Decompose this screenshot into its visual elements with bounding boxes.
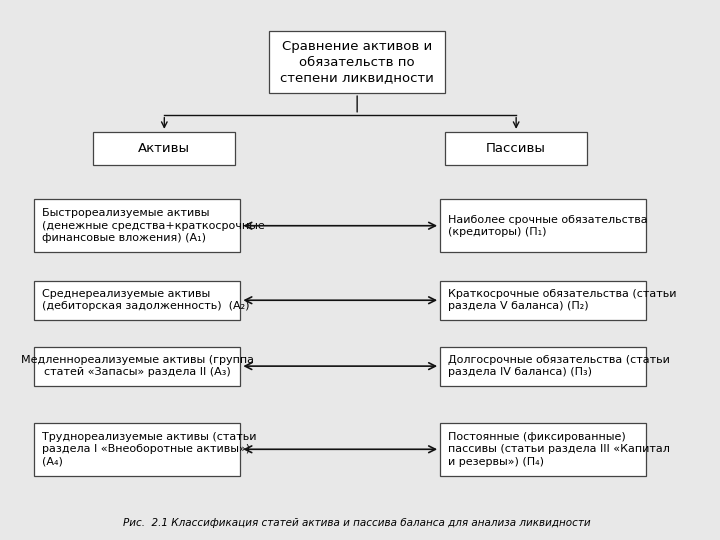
FancyBboxPatch shape (440, 281, 647, 320)
FancyBboxPatch shape (445, 132, 588, 165)
FancyBboxPatch shape (34, 423, 240, 476)
Text: Быстрореализуемые активы
(денежные средства+краткосрочные
финансовые вложения) (: Быстрореализуемые активы (денежные средс… (42, 208, 265, 243)
Text: Наиболее срочные обязательства
(кредиторы) (П₁): Наиболее срочные обязательства (кредитор… (448, 214, 648, 237)
FancyBboxPatch shape (94, 132, 235, 165)
Text: Постоянные (фиксированные)
пассивы (статьи раздела III «Капитал
и резервы») (П₄): Постоянные (фиксированные) пассивы (стат… (448, 432, 670, 467)
Text: Активы: Активы (138, 142, 190, 155)
FancyBboxPatch shape (440, 423, 647, 476)
FancyBboxPatch shape (440, 199, 647, 252)
FancyBboxPatch shape (34, 199, 240, 252)
FancyBboxPatch shape (440, 347, 647, 386)
FancyBboxPatch shape (269, 31, 445, 93)
Text: Медленнореализуемые активы (группа
статей «Запасы» раздела II (А₃): Медленнореализуемые активы (группа стате… (21, 355, 253, 377)
Text: Сравнение активов и
обязательств по
степени ликвидности: Сравнение активов и обязательств по степ… (280, 39, 434, 85)
Text: Среднереализуемые активы
(дебиторская задолженность)  (А₂): Среднереализуемые активы (дебиторская за… (42, 289, 250, 312)
FancyBboxPatch shape (34, 281, 240, 320)
Text: Рис.  2.1 Классификация статей актива и пассива баланса для анализа ликвидности: Рис. 2.1 Классификация статей актива и п… (123, 518, 591, 528)
FancyBboxPatch shape (34, 347, 240, 386)
Text: Пассивы: Пассивы (486, 142, 546, 155)
Text: Краткосрочные обязательства (статьи
раздела V баланса) (П₂): Краткосрочные обязательства (статьи разд… (448, 289, 677, 312)
Text: Труднореализуемые активы (статьи
раздела I «Внеоборотные активы»)
(А₄): Труднореализуемые активы (статьи раздела… (42, 432, 257, 467)
Text: Долгосрочные обязательства (статьи
раздела IV баланса) (П₃): Долгосрочные обязательства (статьи разде… (448, 355, 670, 377)
